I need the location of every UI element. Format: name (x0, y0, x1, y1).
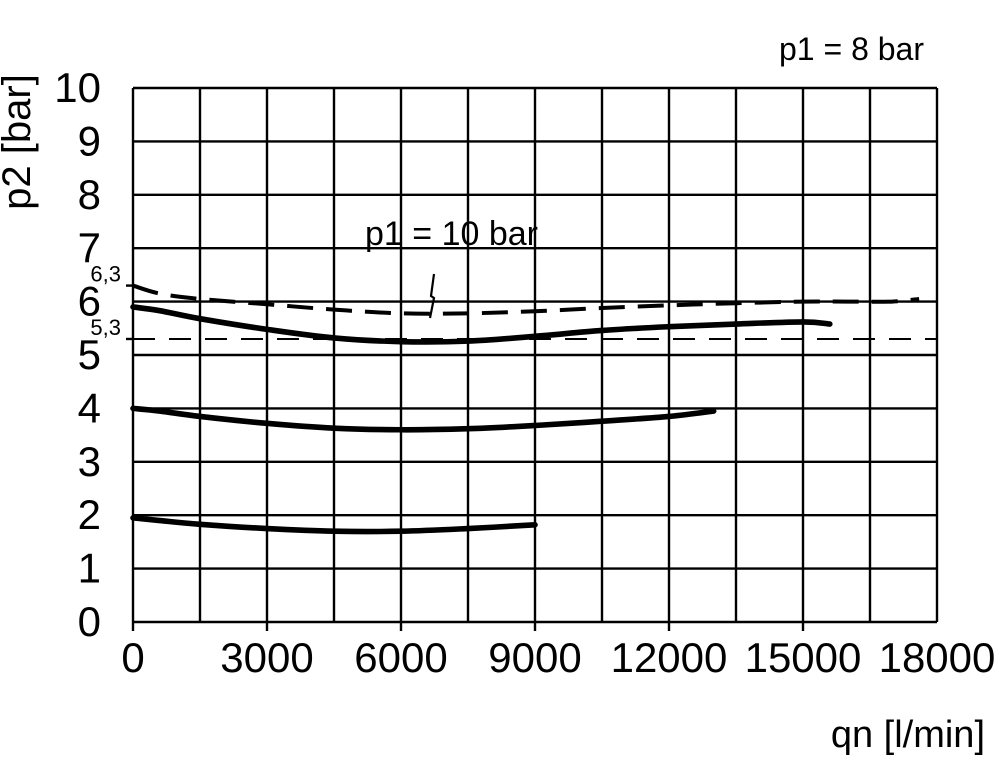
svg-text:3: 3 (78, 438, 101, 485)
svg-text:p2 [bar]: p2 [bar] (0, 74, 39, 210)
svg-text:0: 0 (121, 634, 144, 681)
svg-text:12000: 12000 (611, 634, 728, 681)
svg-text:p1 = 10 bar: p1 = 10 bar (365, 215, 538, 253)
svg-text:2: 2 (78, 491, 101, 538)
svg-text:10: 10 (54, 64, 101, 111)
svg-text:3000: 3000 (220, 634, 313, 681)
svg-text:qn [l/min]: qn [l/min] (831, 714, 985, 756)
svg-text:15000: 15000 (745, 634, 862, 681)
svg-text:1: 1 (78, 545, 101, 592)
svg-text:5,3: 5,3 (90, 315, 121, 340)
svg-text:0: 0 (78, 598, 101, 645)
svg-text:4: 4 (78, 384, 101, 431)
svg-text:9000: 9000 (488, 634, 581, 681)
svg-text:6,3: 6,3 (90, 262, 121, 287)
svg-text:9: 9 (78, 117, 101, 164)
svg-text:p1 = 8 bar: p1 = 8 bar (779, 31, 924, 67)
svg-text:8: 8 (78, 171, 101, 218)
svg-text:6000: 6000 (354, 634, 447, 681)
svg-text:18000: 18000 (879, 634, 996, 681)
